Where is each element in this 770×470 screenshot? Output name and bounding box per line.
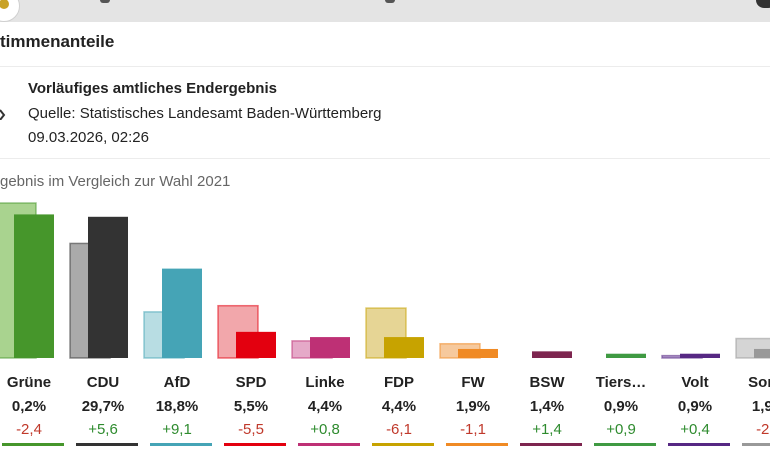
result-source: Quelle: Statistisches Landesamt Baden-Wü… xyxy=(28,105,382,122)
menu-corner-icon[interactable] xyxy=(756,0,770,8)
bar-2026-7[interactable] xyxy=(532,351,572,358)
party-label: SPD xyxy=(236,374,267,391)
divider xyxy=(0,158,770,159)
chart-title: gebnis im Vergleich zur Wahl 2021 xyxy=(0,173,231,190)
party-label: FW xyxy=(461,374,485,391)
top-bar-fragment xyxy=(100,0,110,3)
party-label: Linke xyxy=(305,374,344,391)
party-label: Sonst xyxy=(748,374,770,391)
divider xyxy=(0,66,770,67)
chevron-icon[interactable] xyxy=(0,104,14,120)
diff-label: -6,1 xyxy=(386,421,412,438)
bar-2026-9[interactable] xyxy=(680,353,720,358)
party-color-underline xyxy=(224,443,286,446)
share-label: 1,9% xyxy=(752,398,770,415)
party-label: BSW xyxy=(530,374,566,391)
party-label: Grüne xyxy=(7,374,51,391)
section-heading: timmenanteile xyxy=(0,32,115,51)
diff-label: +9,1 xyxy=(162,421,192,438)
share-label: 29,7% xyxy=(82,398,125,415)
party-color-underline xyxy=(668,443,730,446)
party-label: AfD xyxy=(164,374,191,391)
party-color-underline xyxy=(520,443,582,446)
party-color-underline xyxy=(76,443,138,446)
party-color-underline xyxy=(446,443,508,446)
party-label: FDP xyxy=(384,374,414,391)
share-label: 0,9% xyxy=(604,398,638,415)
share-label: 0,9% xyxy=(678,398,712,415)
diff-label: -1,1 xyxy=(460,421,486,438)
diff-label: -2,2 xyxy=(756,421,770,438)
share-label: 0,2% xyxy=(12,398,46,415)
bar-2026-5[interactable] xyxy=(384,337,424,358)
share-label: 4,4% xyxy=(382,398,416,415)
diff-label: +0,4 xyxy=(680,421,710,438)
result-timestamp: 09.03.2026, 02:26 xyxy=(28,129,149,146)
share-label: 1,9% xyxy=(456,398,490,415)
diff-label: +5,6 xyxy=(88,421,118,438)
party-color-underline xyxy=(594,443,656,446)
top-bar-fragment xyxy=(385,0,395,3)
bar-2026-0[interactable] xyxy=(14,214,54,358)
bar-2026-2[interactable] xyxy=(162,268,202,358)
bar-2026-8[interactable] xyxy=(606,353,646,358)
bar-2026-6[interactable] xyxy=(458,348,498,358)
bar-2026-4[interactable] xyxy=(310,337,350,358)
diff-label: +0,8 xyxy=(310,421,340,438)
bar-2026-10[interactable] xyxy=(754,348,770,358)
share-label: 1,4% xyxy=(530,398,564,415)
share-label: 18,8% xyxy=(156,398,199,415)
party-color-underline xyxy=(298,443,360,446)
share-label: 4,4% xyxy=(308,398,342,415)
party-label: Volt xyxy=(681,374,708,391)
bar-2026-1[interactable] xyxy=(88,216,128,358)
bar-2026-3[interactable] xyxy=(236,331,276,358)
party-color-underline xyxy=(742,443,770,446)
share-label: 5,5% xyxy=(234,398,268,415)
party-label: CDU xyxy=(87,374,120,391)
party-color-underline xyxy=(150,443,212,446)
diff-label: +0,9 xyxy=(606,421,636,438)
diff-label: -5,5 xyxy=(238,421,264,438)
result-status-title: Vorläufiges amtliches Endergebnis xyxy=(28,80,277,97)
diff-label: +1,4 xyxy=(532,421,562,438)
party-label: Tiers… xyxy=(596,374,647,391)
party-color-underline xyxy=(2,443,64,446)
diff-label: -2,4 xyxy=(16,421,42,438)
party-color-underline xyxy=(372,443,434,446)
app-top-bar xyxy=(0,0,770,22)
